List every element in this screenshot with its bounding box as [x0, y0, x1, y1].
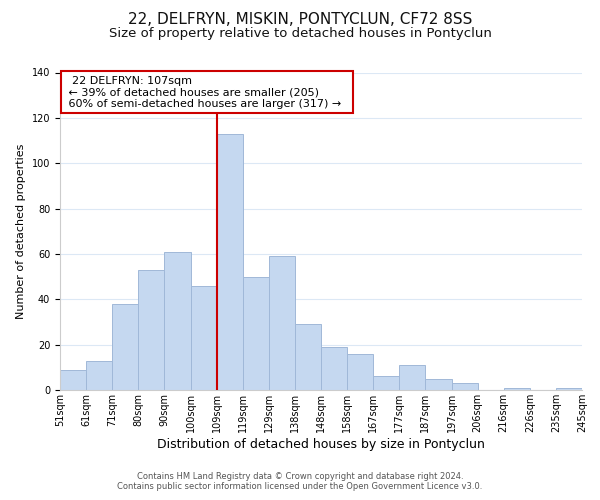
Bar — [139, 270, 164, 390]
Bar — [373, 376, 400, 390]
Bar — [504, 388, 530, 390]
Bar — [191, 286, 217, 390]
Bar — [321, 347, 347, 390]
Text: 22 DELFRYN: 107sqm
 ← 39% of detached houses are smaller (205)
 60% of semi-deta: 22 DELFRYN: 107sqm ← 39% of detached hou… — [65, 76, 349, 109]
Bar — [425, 378, 452, 390]
Y-axis label: Number of detached properties: Number of detached properties — [16, 144, 26, 319]
Bar — [400, 365, 425, 390]
Bar — [112, 304, 139, 390]
Bar — [347, 354, 373, 390]
X-axis label: Distribution of detached houses by size in Pontyclun: Distribution of detached houses by size … — [157, 438, 485, 450]
Text: Size of property relative to detached houses in Pontyclun: Size of property relative to detached ho… — [109, 28, 491, 40]
Text: Contains public sector information licensed under the Open Government Licence v3: Contains public sector information licen… — [118, 482, 482, 491]
Bar — [164, 252, 191, 390]
Bar — [60, 370, 86, 390]
Bar — [295, 324, 321, 390]
Bar — [452, 383, 478, 390]
Bar — [242, 276, 269, 390]
Bar — [217, 134, 243, 390]
Text: 22, DELFRYN, MISKIN, PONTYCLUN, CF72 8SS: 22, DELFRYN, MISKIN, PONTYCLUN, CF72 8SS — [128, 12, 472, 28]
Text: Contains HM Land Registry data © Crown copyright and database right 2024.: Contains HM Land Registry data © Crown c… — [137, 472, 463, 481]
Bar — [86, 360, 112, 390]
Bar — [269, 256, 295, 390]
Bar — [556, 388, 582, 390]
